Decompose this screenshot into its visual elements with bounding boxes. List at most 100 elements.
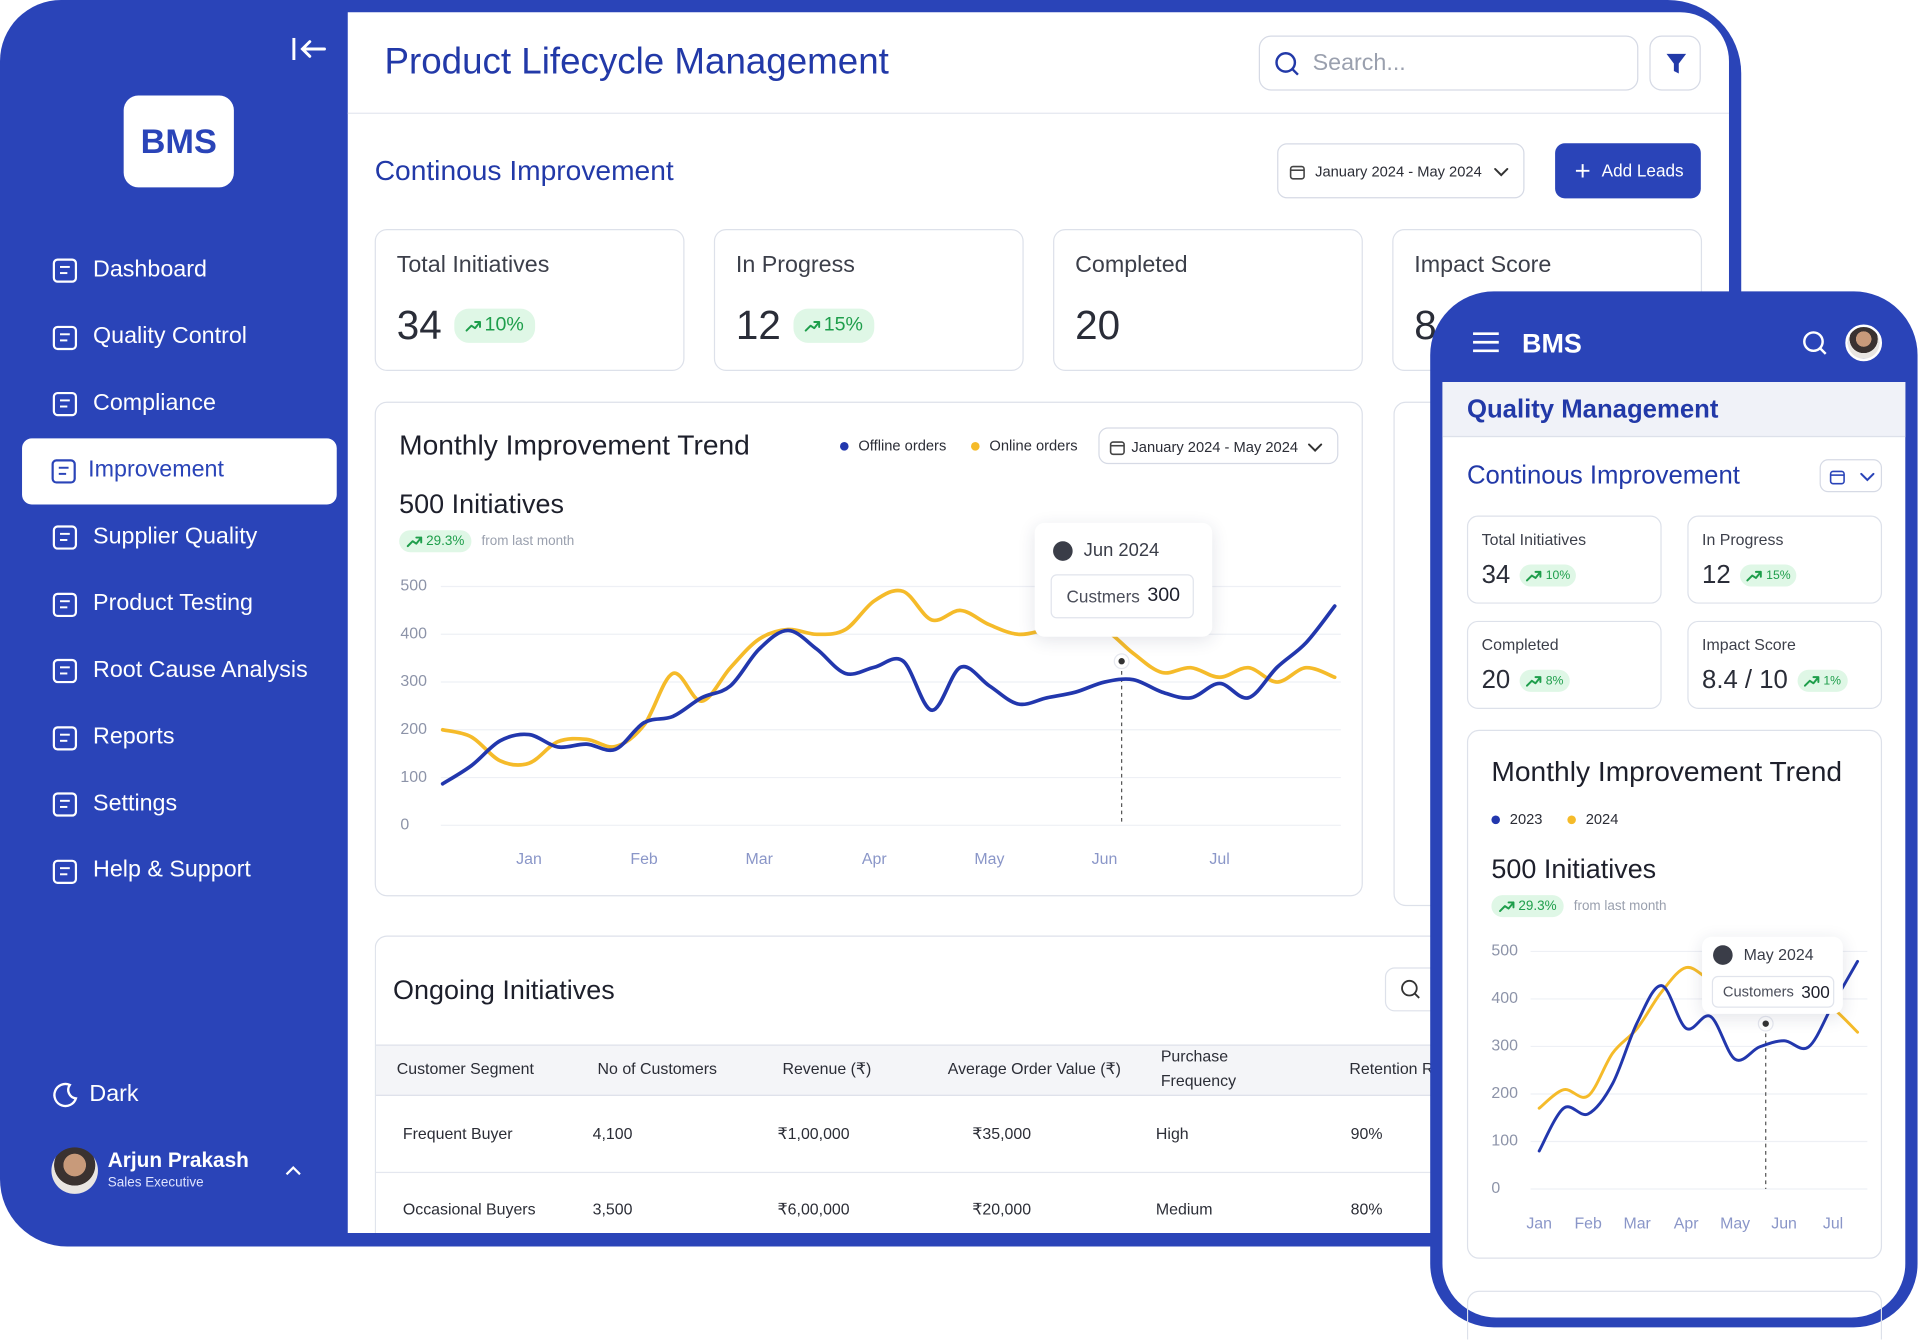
column-header: Retention Rate [1349,1059,1456,1078]
date-picker[interactable]: January 2024 - May 2024 [1277,143,1525,199]
change-badge: 29.3% [1491,895,1564,918]
stat-label: Total Initiatives [396,251,550,278]
icon-shape [465,320,481,331]
icon-shape [1109,441,1125,456]
change-badge: 10% [1520,564,1577,587]
icon-shape [1860,472,1875,482]
chart-card [374,401,1363,897]
change-badge: 10% [453,308,535,343]
icon-shape [1289,165,1305,180]
column-header: Average Order Value (₹) [947,1059,1121,1078]
nav-item[interactable]: Improvement [88,456,224,483]
nav-item[interactable]: Settings [93,790,178,817]
nav-item[interactable]: Compliance [93,390,216,416]
mobile-stat-card: In Progress 12 15% [1687,515,1883,604]
legend-dot [1566,814,1576,824]
table-cell: 90% [1350,1124,1383,1143]
chart-date-picker[interactable]: January 2024 - May 2024 [1098,427,1339,465]
change-text: 15% [1766,568,1791,583]
nav-item[interactable]: Dashboard [93,256,207,283]
add-leads-button[interactable]: Add Leads [1555,143,1701,199]
icon-shape [285,1165,301,1176]
change-text: 1% [1823,674,1842,688]
icon-shape [1666,53,1687,74]
table-cell: Occasional Buyers [402,1200,536,1219]
table-cell: 3,500 [592,1200,633,1219]
table-header-row [375,1044,1476,1096]
icon-shape [1275,52,1297,73]
logo-text: BMS [140,122,217,161]
change-text: 15% [823,314,863,336]
nav-item[interactable]: Root Cause Analysis [93,657,308,683]
change-badge: 8% [1520,669,1570,692]
trend-icon [1526,675,1542,687]
filter-button[interactable] [1649,35,1701,91]
stat-label: In Progress [735,251,855,278]
table-cell: ₹20,000 [972,1200,1032,1219]
mobile-avatar [1845,324,1883,362]
icon-shape [52,859,78,884]
nav-icon [52,592,78,617]
stat-label: Impact Score [1702,635,1796,655]
chevron-icon [1308,443,1323,452]
icon-shape [1803,675,1820,687]
tooltip-value: 300 [1801,981,1830,1002]
stat-row: 12 15% [1702,561,1797,590]
search-box[interactable]: Search... [1258,35,1639,91]
mobile-stat-card: Completed 20 8% [1466,620,1662,709]
table-cell: ₹35,000 [972,1124,1032,1143]
stat-row: 34 10% [1482,561,1577,590]
legend-label: 2024 [1585,810,1619,828]
button-label: Add Leads [1601,159,1684,180]
user-menu-chevron [285,1165,301,1176]
nav-item[interactable]: Help & Support [93,857,251,883]
stat-value: 12 [735,302,781,348]
legend-label: Online orders [989,436,1078,455]
change-badge: 29.3% [399,530,472,553]
column-header: Revenue (₹) [782,1059,872,1078]
nav-item[interactable]: Reports [93,723,175,750]
stat-card: Total Initiatives 34 10% [374,228,685,372]
chart-date-button[interactable] [1819,459,1883,493]
change-badge: 15% [793,308,874,343]
table-title: Ongoing Initiatives [393,974,615,1006]
change-text: 10% [484,314,524,336]
table-cell: High [1155,1124,1189,1143]
row-divider [375,1171,1476,1174]
user-avatar [51,1147,98,1194]
tooltip: Jun 2024 Custmers 300 [1034,522,1213,637]
moon-icon [53,1082,78,1108]
trend-icon [804,320,820,331]
change-badge: 15% [1740,564,1797,587]
nav-item[interactable]: Supplier Quality [93,523,258,550]
nav-icon [52,792,78,817]
tooltip-icon [1053,541,1073,561]
date-range: January 2024 - May 2024 [1315,162,1482,180]
stat-label: Completed [1481,635,1559,655]
icon-shape [52,325,78,350]
stat-value: 20 [1481,666,1511,695]
icon-shape [1526,570,1542,581]
chart-title: Monthly Improvement Trend [399,428,750,461]
change-text: 8% [1545,674,1564,688]
calendar-icon [1829,470,1845,485]
nav-item[interactable]: Product Testing [93,590,254,617]
page-title: Product Lifecycle Management [384,41,889,83]
legend-dot [839,441,848,450]
search-placeholder: Search... [1312,49,1406,76]
icon-shape [52,525,78,550]
legend-dot [1490,814,1500,824]
stat-label: Impact Score [1414,251,1552,278]
legend-label: 2023 [1509,810,1543,828]
icon-shape [1473,332,1499,353]
chevron-icon [1860,472,1875,482]
mobile-next-card [1466,1290,1883,1340]
nav-item[interactable]: Quality Control [93,323,247,350]
theme-toggle[interactable]: Dark [89,1080,139,1107]
mobile-logo: BMS [1522,327,1582,359]
tooltip-title: Jun 2024 [1083,540,1160,561]
change-note: from last month [481,533,575,549]
table-cell: 4,100 [592,1124,633,1143]
chevron-icon [1494,167,1509,177]
icon-shape [1526,675,1542,687]
